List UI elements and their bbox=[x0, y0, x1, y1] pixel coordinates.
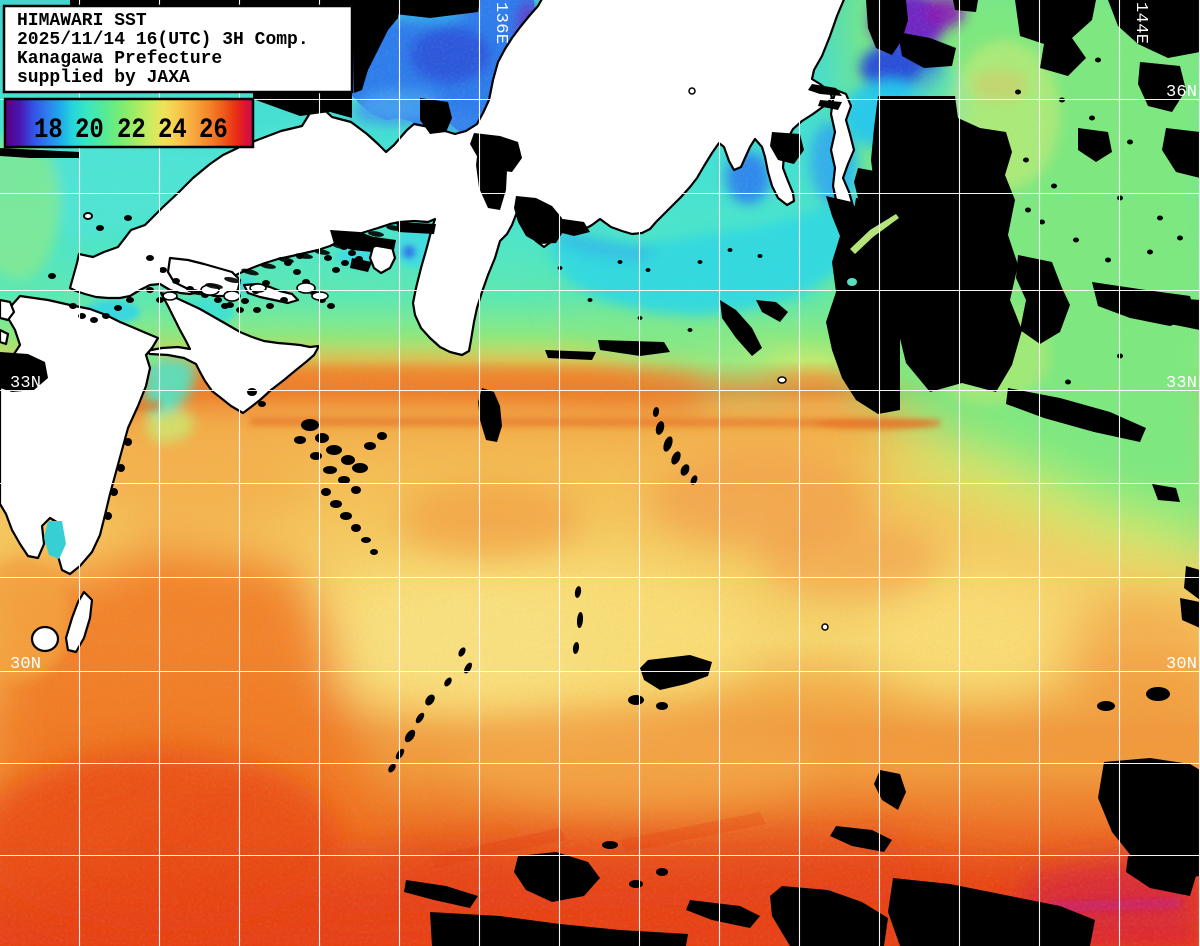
svg-text:33N: 33N bbox=[1166, 374, 1197, 393]
svg-text:30N: 30N bbox=[1166, 655, 1197, 674]
svg-text:136E: 136E bbox=[491, 2, 510, 44]
svg-text:supplied by JAXA: supplied by JAXA bbox=[17, 68, 190, 88]
svg-text:33N: 33N bbox=[10, 374, 41, 393]
svg-text:24: 24 bbox=[158, 113, 187, 145]
svg-text:36N: 36N bbox=[1166, 83, 1197, 102]
svg-text:144E: 144E bbox=[1131, 2, 1150, 44]
svg-text:2025/11/14 16(UTC) 3H Comp.: 2025/11/14 16(UTC) 3H Comp. bbox=[17, 30, 309, 50]
svg-text:22: 22 bbox=[117, 113, 146, 145]
svg-text:Kanagawa Prefecture: Kanagawa Prefecture bbox=[17, 49, 222, 69]
svg-text:20: 20 bbox=[75, 113, 104, 145]
svg-text:30N: 30N bbox=[10, 655, 41, 674]
svg-text:26: 26 bbox=[199, 113, 228, 145]
svg-text:18: 18 bbox=[34, 113, 63, 145]
svg-text:HIMAWARI SST: HIMAWARI SST bbox=[17, 11, 147, 31]
